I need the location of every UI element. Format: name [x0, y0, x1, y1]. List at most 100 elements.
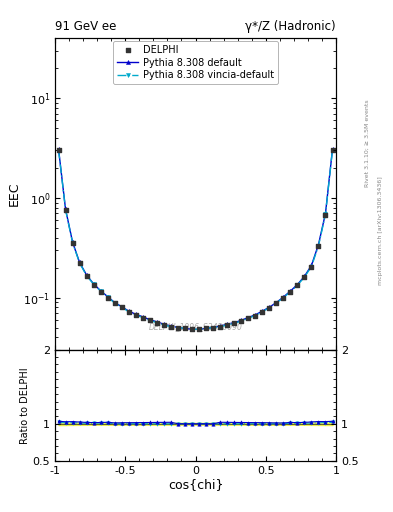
DELPHI: [294, 281, 301, 289]
Pythia 8.308 vincia-default: [288, 289, 293, 295]
DELPHI: [77, 260, 83, 268]
Pythia 8.308 vincia-default: [134, 312, 138, 318]
DELPHI: [140, 313, 146, 322]
DELPHI: [119, 303, 125, 311]
Pythia 8.308 default: [288, 288, 293, 294]
Pythia 8.308 default: [162, 321, 166, 327]
Pythia 8.308 default: [134, 311, 138, 317]
Pythia 8.308 default: [140, 314, 145, 320]
Pythia 8.308 default: [190, 326, 195, 332]
Pythia 8.308 vincia-default: [196, 326, 201, 332]
Pythia 8.308 default: [260, 308, 264, 314]
Pythia 8.308 vincia-default: [140, 314, 145, 321]
Pythia 8.308 default: [274, 300, 279, 306]
Pythia 8.308 vincia-default: [77, 260, 82, 266]
DELPHI: [217, 323, 223, 331]
Pythia 8.308 vincia-default: [309, 264, 314, 270]
Pythia 8.308 default: [56, 146, 61, 152]
Line: Pythia 8.308 vincia-default: Pythia 8.308 vincia-default: [57, 147, 334, 331]
DELPHI: [62, 206, 69, 215]
Pythia 8.308 vincia-default: [246, 315, 251, 322]
Pythia 8.308 default: [70, 239, 75, 245]
Pythia 8.308 vincia-default: [211, 325, 215, 331]
Pythia 8.308 default: [105, 294, 110, 300]
Pythia 8.308 vincia-default: [154, 319, 159, 326]
Pythia 8.308 vincia-default: [218, 324, 222, 330]
DELPHI: [133, 311, 139, 319]
Pythia 8.308 default: [281, 294, 286, 300]
Pythia 8.308 vincia-default: [204, 325, 208, 331]
Pythia 8.308 vincia-default: [316, 243, 321, 249]
DELPHI: [105, 293, 111, 302]
Pythia 8.308 vincia-default: [295, 282, 300, 288]
DELPHI: [280, 293, 286, 302]
DELPHI: [161, 321, 167, 329]
Pythia 8.308 vincia-default: [84, 272, 89, 279]
Text: γ*/Z (Hadronic): γ*/Z (Hadronic): [245, 20, 336, 33]
Pythia 8.308 default: [183, 325, 187, 331]
Pythia 8.308 vincia-default: [323, 211, 328, 218]
Text: Rivet 3.1.10; ≥ 3.5M events: Rivet 3.1.10; ≥ 3.5M events: [365, 99, 370, 187]
Pythia 8.308 vincia-default: [56, 146, 61, 153]
Pythia 8.308 vincia-default: [330, 146, 335, 153]
Pythia 8.308 vincia-default: [127, 309, 131, 315]
Pythia 8.308 vincia-default: [119, 304, 124, 310]
Pythia 8.308 vincia-default: [281, 294, 286, 301]
Pythia 8.308 vincia-default: [274, 300, 279, 306]
DELPHI: [182, 324, 188, 332]
DELPHI: [112, 299, 118, 307]
Pythia 8.308 vincia-default: [63, 207, 68, 213]
Pythia 8.308 default: [218, 323, 222, 329]
DELPHI: [259, 308, 265, 316]
Pythia 8.308 default: [267, 304, 272, 310]
Pythia 8.308 vincia-default: [267, 305, 272, 311]
DELPHI: [189, 325, 195, 333]
Pythia 8.308 default: [225, 321, 230, 327]
Pythia 8.308 default: [239, 317, 244, 324]
Pythia 8.308 default: [316, 242, 321, 248]
Pythia 8.308 default: [302, 273, 307, 280]
Pythia 8.308 default: [112, 300, 117, 306]
Pythia 8.308 vincia-default: [162, 322, 166, 328]
DELPHI: [196, 325, 202, 333]
Pythia 8.308 vincia-default: [260, 309, 264, 315]
Pythia 8.308 default: [253, 312, 257, 318]
Line: Pythia 8.308 default: Pythia 8.308 default: [57, 147, 334, 331]
Pythia 8.308 vincia-default: [190, 326, 195, 332]
Pythia 8.308 default: [63, 206, 68, 212]
Pythia 8.308 default: [84, 272, 89, 278]
Pythia 8.308 default: [127, 308, 131, 314]
DELPHI: [55, 146, 62, 155]
DELPHI: [203, 324, 209, 332]
Pythia 8.308 default: [323, 210, 328, 217]
Pythia 8.308 default: [147, 316, 152, 323]
Pythia 8.308 default: [119, 304, 124, 310]
Text: mcplots.cern.ch [arXiv:1306.3436]: mcplots.cern.ch [arXiv:1306.3436]: [378, 176, 382, 285]
Text: 91 GeV ee: 91 GeV ee: [55, 20, 116, 33]
Pythia 8.308 default: [330, 146, 335, 152]
Pythia 8.308 default: [77, 260, 82, 266]
Pythia 8.308 default: [309, 262, 314, 268]
Pythia 8.308 vincia-default: [98, 288, 103, 294]
Pythia 8.308 vincia-default: [176, 325, 180, 331]
X-axis label: cos{chi}: cos{chi}: [168, 478, 223, 492]
Pythia 8.308 default: [169, 323, 173, 329]
DELPHI: [147, 316, 153, 325]
DELPHI: [175, 324, 181, 332]
DELPHI: [90, 281, 97, 289]
DELPHI: [287, 288, 294, 296]
Pythia 8.308 vincia-default: [253, 312, 257, 318]
Pythia 8.308 default: [246, 314, 251, 321]
DELPHI: [97, 287, 104, 295]
Y-axis label: Ratio to DELPHI: Ratio to DELPHI: [20, 367, 30, 443]
DELPHI: [266, 304, 272, 312]
DELPHI: [168, 323, 174, 331]
Pythia 8.308 default: [176, 325, 180, 331]
DELPHI: [154, 318, 160, 327]
DELPHI: [231, 319, 237, 328]
Pythia 8.308 default: [295, 282, 300, 288]
DELPHI: [245, 314, 252, 323]
DELPHI: [301, 273, 308, 281]
DELPHI: [308, 263, 314, 271]
Y-axis label: EEC: EEC: [7, 182, 20, 206]
